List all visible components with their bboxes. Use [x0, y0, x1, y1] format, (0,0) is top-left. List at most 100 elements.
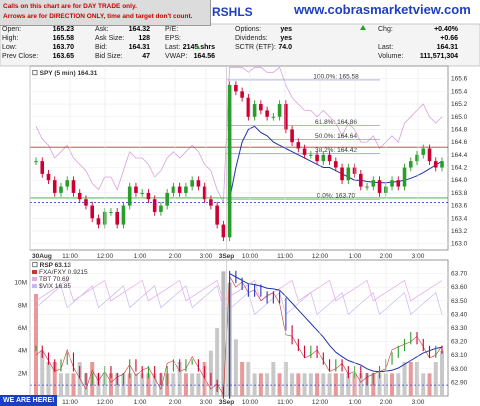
quote-label: Last:: [165, 44, 180, 51]
x-tick-label: 2:00: [380, 253, 393, 260]
price-bar: [90, 205, 95, 219]
we-are-here-badge: WE ARE HERE!: [0, 395, 58, 406]
volume-tick-label: 4M: [18, 348, 27, 355]
volume-bar: [308, 373, 313, 396]
y-tick-label: 63.00: [451, 366, 468, 373]
note-line-2: Arrows are for DIRECTION ONLY, time and …: [3, 13, 193, 20]
volume-bar: [133, 373, 138, 396]
x-tick-label: 2:00: [380, 399, 393, 406]
last-trade-up-icon: [196, 45, 200, 49]
price-bar: [215, 205, 219, 225]
quote-value: +0.66: [440, 35, 458, 42]
volume-bar: [427, 373, 432, 396]
quote-label: Bid:: [95, 44, 107, 51]
price-bar: [77, 192, 82, 200]
quote-value: 47: [142, 53, 150, 60]
x-tick-label: 3:00: [412, 253, 425, 260]
x-tick-label: 12:00: [312, 253, 329, 260]
fib-level-label: 61.8%: 164.86: [315, 119, 357, 126]
volume-bar: [71, 373, 76, 396]
price-bar: [171, 186, 176, 193]
price-bar: [52, 180, 57, 193]
price-bar: [390, 180, 394, 187]
y-tick-label: 165.2: [451, 101, 468, 108]
legend-entry: TBT 70.69: [39, 276, 70, 283]
volume-bar: [296, 373, 301, 396]
x-tick-label: 12:00: [97, 253, 114, 260]
volume-bar: [277, 373, 282, 396]
quote-label: Options:: [235, 26, 261, 33]
price-bar: [202, 186, 207, 200]
volume-bar: [183, 373, 188, 396]
quote-label: Volume:: [378, 53, 403, 60]
price-bar: [221, 224, 226, 238]
volume-bar: [333, 373, 338, 396]
y-tick-label: 164.2: [451, 165, 468, 172]
volume-bar: [315, 373, 320, 396]
price-bar: [134, 186, 138, 193]
legend-swatch: [32, 284, 37, 288]
price-bar: [321, 154, 326, 162]
x-tick-label: 30Aug: [32, 253, 52, 260]
price-bar: [159, 205, 163, 212]
price-chart-title: ☐ SPY (5 min) 164.31: [32, 69, 98, 77]
volume-bar: [358, 373, 363, 396]
volume-bar: [377, 373, 382, 396]
price-bar: [84, 199, 88, 206]
quote-value: 128: [138, 35, 150, 42]
quote-label: Last:: [378, 44, 393, 51]
price-bar: [421, 148, 426, 155]
volume-bar: [346, 373, 351, 396]
price-bar: [34, 161, 38, 163]
y-tick-label: 164.4: [451, 152, 468, 159]
volume-tick-label: 6M: [18, 325, 27, 332]
price-bar: [340, 167, 344, 181]
x-tick-label: 10:00: [242, 399, 259, 406]
x-tick-label: 1:00: [134, 253, 147, 260]
price-bar: [40, 161, 45, 174]
y-tick-label: 63.50: [451, 298, 468, 305]
volume-bar: [177, 362, 182, 396]
quote-value: yes: [280, 26, 292, 33]
price-bar: [165, 192, 169, 206]
price-bar: [227, 85, 232, 238]
volume-bar: [140, 373, 145, 396]
price-bar: [96, 218, 101, 225]
price-bar: [259, 104, 263, 111]
volume-bar: [240, 362, 245, 396]
y-tick-label: 63.20: [451, 339, 468, 346]
x-tick-label: 3:00: [200, 253, 213, 260]
price-bar: [346, 167, 351, 181]
price-bar: [127, 186, 132, 206]
price-bar: [65, 180, 70, 187]
price-bar: [377, 180, 382, 193]
price-bar: [140, 192, 144, 194]
volume-bar: [327, 373, 332, 396]
price-bar: [371, 180, 376, 187]
volume-bar: [340, 373, 345, 396]
y-tick-label: 63.40: [451, 311, 468, 318]
y-tick-label: 63.70: [451, 271, 468, 278]
price-bar: [190, 180, 194, 187]
volume-bar: [265, 373, 270, 396]
y-tick-label: 63.30: [451, 325, 468, 332]
y-tick-label: 163.6: [451, 203, 468, 210]
volume-tick-label: 2M: [18, 370, 27, 377]
price-bar: [359, 173, 363, 187]
volume-bar: [40, 350, 45, 396]
price-bar: [271, 116, 276, 118]
volume-bar: [46, 362, 51, 396]
watermark: www.cobrasmarketview.com: [293, 2, 471, 17]
price-bar: [408, 161, 413, 168]
price-bar: [240, 91, 244, 98]
quote-header: Open: 165.23 High: 165.58 Low: 163.70 Prev Clo…: [0, 23, 480, 67]
price-bar: [440, 161, 444, 168]
price-bar: [302, 148, 307, 155]
volume-tick-label: 10M: [14, 280, 27, 287]
quote-label: Prev Close:: [2, 53, 38, 60]
price-bar: [71, 180, 76, 193]
price-bar: [121, 205, 126, 225]
volume-bar: [283, 362, 288, 396]
quote-value: 163.65: [53, 53, 75, 60]
